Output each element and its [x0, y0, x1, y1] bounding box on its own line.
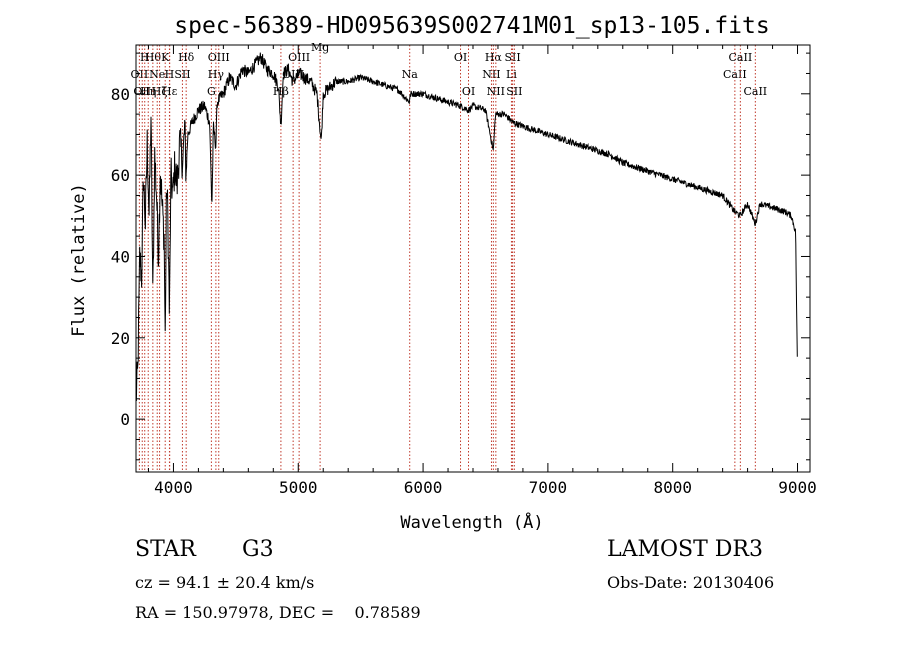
axis-ticks: 4000 5000 6000 7000 8000 9000 0 20 40 60 80	[111, 45, 817, 497]
y-axis-label: Flux (relative)	[69, 183, 89, 337]
spectral-line-label: Hα	[485, 51, 503, 64]
x-axis-label: Wavelength (Å)	[400, 511, 543, 533]
x-tick-label: 4000	[154, 478, 193, 497]
y-tick-label: 0	[120, 410, 130, 429]
spectral-line-label: OI	[462, 85, 475, 98]
spectral-line-label: Hβ	[273, 85, 289, 98]
spectral-line-label: OI	[454, 51, 467, 64]
spectrum-line	[135, 52, 798, 402]
x-tick-label: 8000	[653, 478, 692, 497]
spectral-line-label: Li	[506, 68, 517, 81]
object-class: STAR	[135, 537, 196, 562]
spectral-line-label: OII	[133, 85, 151, 98]
spectral-line-label: CaII	[743, 85, 767, 98]
spectral-line-label: Hε	[162, 85, 178, 98]
object-subclass: G3	[242, 537, 274, 562]
y-tick-label: 20	[111, 329, 130, 348]
y-tick-label: 60	[111, 166, 130, 185]
coordinates: RA = 150.97978, DEC = 0.78589	[135, 603, 421, 622]
spectral-line-label: OIII	[208, 51, 230, 64]
spectral-line-label: OIII	[288, 51, 310, 64]
x-tick-label: 9000	[778, 478, 817, 497]
redshift-velocity: cz = 94.1 ± 20.4 km/s	[135, 573, 315, 592]
spectral-line-markers: OIIOIIHHηHθNeHζKHHεSIIHδGHγOIIIHβOIIIOII…	[131, 41, 767, 472]
spectral-line-label: Hζ	[152, 85, 168, 98]
spectral-line-label: Ne	[149, 68, 165, 81]
spectral-line-label: NII	[482, 68, 500, 81]
spectral-line-label: NII	[487, 85, 505, 98]
spectral-line-label: K	[161, 51, 170, 64]
observation-date: Obs-Date: 20130406	[607, 573, 775, 592]
y-tick-label: 80	[111, 85, 130, 104]
y-tick-label: 40	[111, 247, 130, 266]
spectral-line-label: Hγ	[208, 68, 225, 81]
x-tick-label: 7000	[529, 478, 568, 497]
spectral-line-label: CaII	[729, 51, 753, 64]
spectral-line-label: Hδ	[178, 51, 195, 64]
spectral-line-label: Hθ	[145, 51, 162, 64]
spectral-line-label: SII	[174, 68, 190, 81]
spectral-line-label: Hη	[140, 85, 156, 98]
spectral-line-label: SII	[504, 51, 520, 64]
plot-frame	[135, 44, 811, 473]
spectral-line-label: H	[140, 51, 150, 64]
spectral-line-label: CaII	[723, 68, 747, 81]
x-tick-label: 5000	[279, 478, 318, 497]
spectrum-series	[135, 52, 798, 402]
spectral-line-label: OII	[131, 68, 149, 81]
spectral-line-label: SII	[506, 85, 522, 98]
spectral-line-label: G	[207, 85, 216, 98]
x-tick-label: 6000	[404, 478, 443, 497]
survey-name: LAMOST DR3	[607, 537, 763, 562]
chart-title: spec-56389-HD095639S002741M01_sp13-105.f…	[174, 13, 769, 39]
spectral-line-label: Na	[402, 68, 419, 81]
spectral-line-label: Mg	[311, 41, 329, 54]
